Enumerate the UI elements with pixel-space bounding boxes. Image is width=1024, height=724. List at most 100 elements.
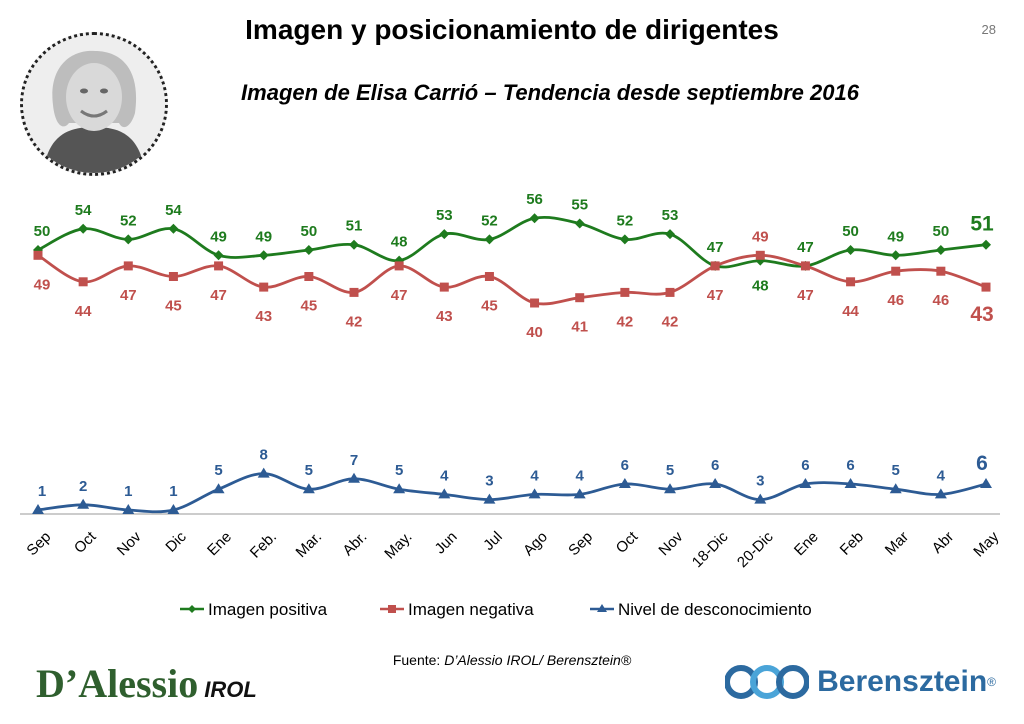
- data-label-unknown: 4: [937, 467, 946, 484]
- x-tick-label: Sep: [565, 528, 596, 559]
- portrait-photo: [20, 32, 168, 176]
- data-label-negative: 45: [165, 298, 182, 315]
- legend-label-negative: Imagen negativa: [408, 600, 534, 619]
- x-tick-label: Ene: [204, 528, 235, 559]
- data-point-unknown: [618, 478, 631, 488]
- data-point-positive: [439, 229, 450, 240]
- data-label-unknown: 5: [305, 462, 313, 479]
- data-label-unknown: 5: [214, 462, 222, 479]
- data-label-positive: 47: [797, 239, 814, 256]
- data-label-negative: 46: [887, 292, 904, 309]
- x-tick-label: Dic: [162, 528, 190, 556]
- data-point-unknown: [122, 504, 135, 514]
- legend-marker-negative: [388, 605, 396, 613]
- data-point-negative: [620, 287, 630, 297]
- data-point-negative: [575, 293, 585, 303]
- data-label-negative: 47: [120, 287, 137, 304]
- legend-marker-unknown: [597, 604, 607, 612]
- data-point-negative: [439, 282, 449, 292]
- data-point-positive: [213, 250, 224, 261]
- data-label-unknown: 4: [576, 467, 585, 484]
- data-point-positive: [529, 213, 540, 224]
- x-tick-labels: Sep Oct Nov Dic Ene Feb. Mar. Abr. May. Jun Jul Ago…: [23, 528, 1002, 571]
- data-label-positive: 55: [571, 197, 588, 214]
- data-point-unknown: [438, 488, 451, 499]
- data-label-positive: 50: [842, 223, 859, 240]
- berensztein-logo-name: Berensztein: [817, 665, 988, 698]
- page-title: Imagen y posicionamiento de dirigentes: [245, 14, 779, 45]
- data-label-negative: 44: [842, 303, 859, 320]
- data-point-unknown: [573, 488, 586, 499]
- data-label-unknown: 6: [621, 457, 629, 474]
- data-label-negative: 42: [617, 313, 634, 330]
- data-point-positive: [349, 239, 359, 250]
- source-label: Fuente:: [392, 652, 445, 668]
- data-point-negative: [484, 272, 494, 281]
- data-label-positive: 48: [391, 234, 408, 251]
- dalessio-logo-main: D’Alessio: [36, 661, 199, 706]
- data-label-negative: 40: [526, 324, 543, 341]
- data-point-unknown: [32, 504, 44, 514]
- series-line-unknown: [37, 472, 987, 514]
- dalessio-logo-sub: IROL: [204, 677, 257, 702]
- data-point-negative: [936, 266, 946, 276]
- data-label-positive: 52: [617, 212, 634, 229]
- data-point-positive: [665, 229, 675, 240]
- data-point-unknown: [77, 498, 90, 509]
- data-point-unknown: [167, 504, 180, 514]
- x-tick-label: Ago: [520, 528, 551, 559]
- data-point-negative: [123, 261, 133, 271]
- portrait-icon: [23, 35, 165, 173]
- data-label-positive: 49: [887, 228, 904, 245]
- data-label-unknown: 4: [440, 467, 449, 484]
- series-layer: [32, 213, 992, 514]
- x-tick-label: Nov: [655, 528, 686, 559]
- data-label-negative: 46: [933, 292, 950, 309]
- data-point-unknown: [393, 483, 406, 494]
- data-point-unknown: [302, 483, 315, 494]
- data-point-negative: [78, 277, 88, 287]
- data-point-positive: [981, 239, 991, 250]
- series-line-negative: [37, 253, 987, 306]
- data-label-negative: 41: [571, 319, 588, 336]
- data-point-positive: [574, 218, 585, 229]
- data-label-negative: 43: [436, 308, 453, 325]
- data-label-unknown: 1: [124, 483, 132, 500]
- data-label-negative: 45: [481, 298, 498, 315]
- data-label-positive: 56: [526, 191, 543, 208]
- data-label-negative: 43: [970, 303, 993, 326]
- data-point-unknown: [799, 478, 812, 488]
- x-tick-label: Mar: [882, 528, 912, 558]
- chart-subtitle: Imagen de Elisa Carrió – Tendencia desde…: [241, 80, 859, 105]
- data-label-unknown: 1: [169, 483, 177, 500]
- data-point-positive: [890, 250, 901, 261]
- data-point-positive: [935, 245, 946, 255]
- data-point-unknown: [483, 493, 496, 504]
- data-point-unknown: [348, 472, 360, 483]
- data-label-unknown: 6: [801, 457, 809, 474]
- data-label-unknown: 8: [260, 447, 268, 464]
- data-label-unknown: 6: [846, 457, 854, 474]
- data-label-positive: 53: [662, 207, 679, 224]
- data-point-negative: [33, 250, 43, 260]
- source-note: Fuente: D’Alessio IROL/ Berensztein®: [0, 652, 1024, 668]
- data-label-positive: 52: [481, 212, 498, 229]
- data-point-unknown: [709, 478, 722, 488]
- data-label-unknown: 6: [976, 452, 988, 475]
- berensztein-logo-icon: [725, 665, 810, 699]
- data-point-positive: [78, 223, 89, 234]
- x-tick-label: Nov: [114, 528, 145, 559]
- x-tick-label: Sep: [23, 528, 54, 559]
- data-point-negative: [846, 277, 856, 287]
- data-label-negative: 47: [707, 287, 724, 304]
- x-tick-label: 18-Dic: [689, 528, 732, 571]
- dalessio-logo: D’Alessio IROL: [36, 660, 257, 707]
- x-tick-label: Feb.: [247, 528, 280, 561]
- legend: Imagen positiva Imagen negativa Nivel de d…: [180, 600, 812, 619]
- berensztein-logo-reg: ®: [987, 675, 996, 689]
- data-point-negative: [349, 287, 359, 297]
- x-tick-label: May: [970, 528, 1002, 560]
- data-point-positive: [303, 245, 314, 255]
- data-label-negative: 49: [34, 276, 51, 293]
